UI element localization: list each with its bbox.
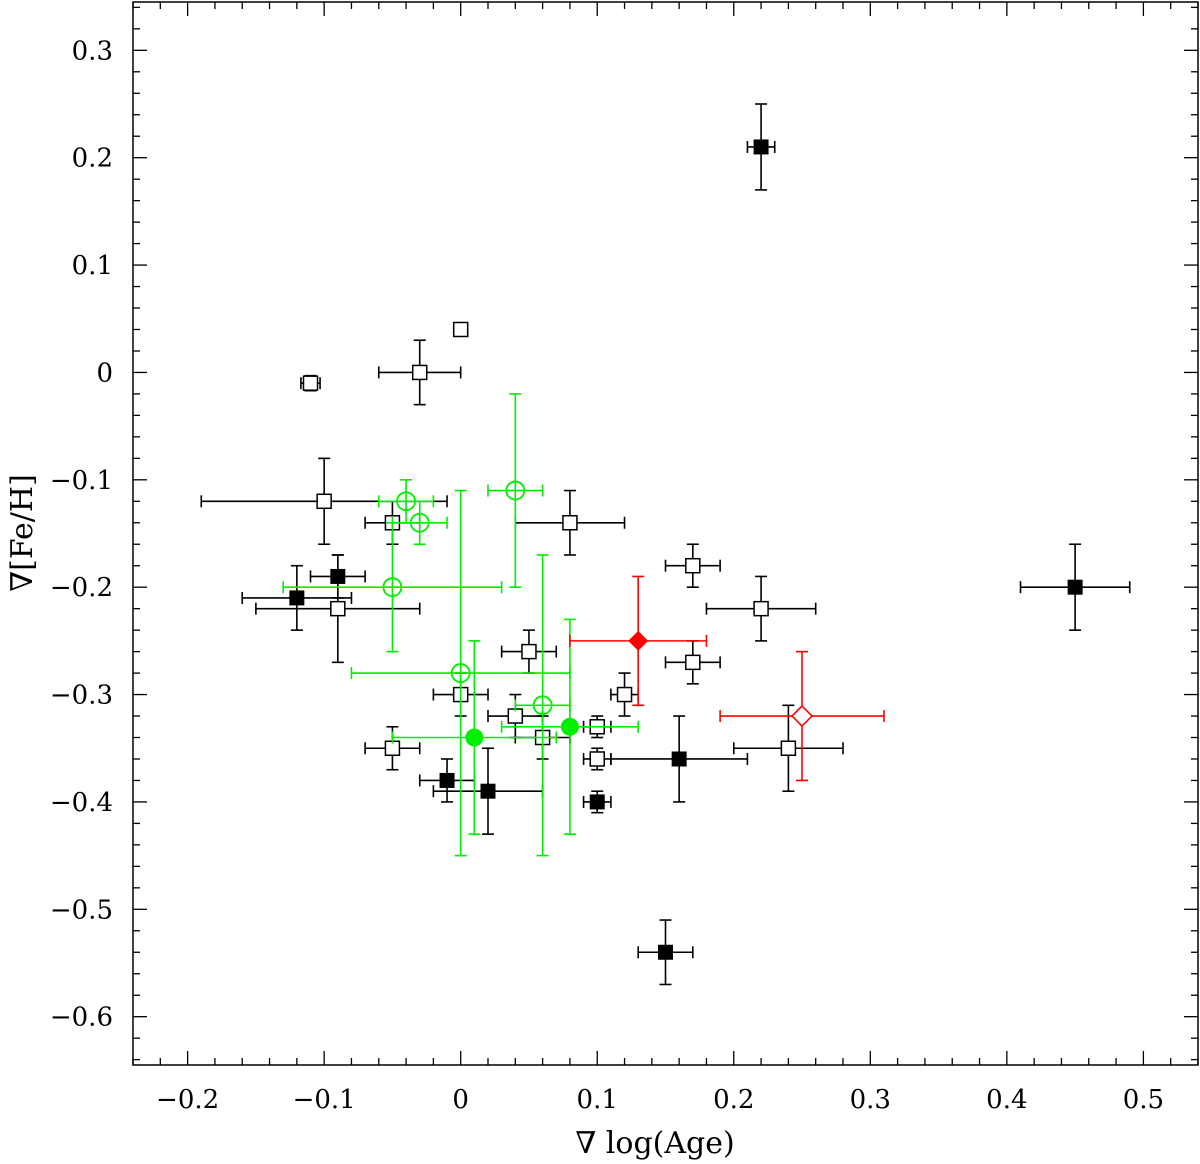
point-marker [532,695,553,716]
x-tick-label: 0.3 [850,1085,891,1115]
x-tick-label: 0.4 [986,1085,1027,1115]
data-point [350,489,571,857]
point-marker [589,751,605,767]
y-tick-label: 0.3 [72,36,113,66]
data-point [582,790,612,814]
point-marker [330,568,346,584]
point-marker [439,772,455,788]
point-marker [671,751,687,767]
point-marker [628,630,649,651]
data-point [664,543,721,588]
series-filled-square [241,103,1131,986]
point-marker [289,590,305,606]
data-point [452,321,469,338]
point-marker [452,321,469,338]
point-marker [562,515,578,531]
data-point [746,103,776,191]
point-marker [658,944,673,960]
y-axis-label: ∇[Fe/H] [5,474,40,592]
data-point [610,672,639,717]
point-marker [616,686,633,703]
y-tick-label: −0.4 [50,788,113,818]
point-marker [685,557,701,574]
series-open-square [200,321,844,792]
data-point [300,374,321,392]
data-point [377,339,462,406]
data-point [664,640,721,685]
data-point [514,554,571,857]
data-point [569,575,708,707]
y-tick-label: 0.2 [72,144,113,174]
point-marker [330,600,346,617]
series-open-circle [282,393,571,857]
point-marker [780,740,797,756]
data-point [500,629,558,674]
point-marker [560,717,579,736]
data-point [418,758,476,803]
data-point [500,618,639,835]
point-marker [790,704,814,728]
point-marker [753,600,769,617]
point-marker [521,643,537,660]
y-tick-label: −0.2 [50,573,113,603]
x-tick-label: −0.2 [156,1085,219,1115]
series-filled-diamond [569,575,708,707]
data-point [309,554,366,599]
x-tick-label: −0.1 [293,1085,356,1115]
x-tick-label: 0 [452,1085,469,1115]
plot-frame [132,1,1199,1066]
y-tick-label: −0.6 [50,1003,113,1033]
data-point [487,393,544,588]
data-point [391,640,558,835]
point-marker [411,364,428,381]
point-marker [505,480,526,501]
point-marker [382,577,403,598]
y-tick-label: −0.3 [50,681,113,711]
x-tick-label: 0.1 [577,1085,618,1115]
x-tick-label: 0.5 [1123,1085,1164,1115]
data-point [637,919,694,986]
data-point [514,489,626,556]
y-tick-label: −0.1 [50,466,113,496]
data-point [1019,543,1131,631]
data-point [432,747,544,835]
data-point [719,650,885,782]
data-point [705,575,817,642]
point-marker [302,375,319,391]
x-tick-label: 0.2 [713,1085,754,1115]
data-point [582,747,612,771]
data-points [200,103,1131,986]
point-marker [589,794,605,810]
series-open-diamond [719,650,885,782]
data-point [732,704,844,792]
y-tick-label: 0.1 [72,251,113,281]
point-marker [1067,579,1083,595]
y-tick-label: −0.5 [50,895,113,925]
axis-ticks: −0.2 −0.1 0 0.1 0.2 0.3 0.4 0.5 0.3 0.2 0.1 0 −0.1 −0… [50,2,1199,1115]
data-point [241,564,353,631]
series-filled-circle [391,618,639,835]
data-point [391,500,448,546]
data-point [282,521,503,653]
point-marker [409,512,430,533]
point-marker [753,139,769,155]
point-marker [465,728,484,747]
x-axis-label: ∇ log(Age) [575,1126,734,1161]
point-marker [480,783,496,799]
y-tick-label: 0 [96,358,113,388]
point-marker [685,654,701,671]
point-marker [450,663,471,683]
data-point [610,715,749,803]
point-marker [316,493,332,510]
